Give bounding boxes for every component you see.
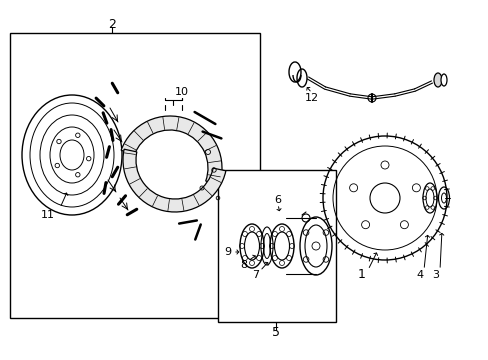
Wedge shape xyxy=(123,149,225,212)
Text: 7: 7 xyxy=(252,270,259,280)
Ellipse shape xyxy=(440,74,446,86)
Ellipse shape xyxy=(433,73,441,87)
Text: 1: 1 xyxy=(357,269,365,282)
Bar xyxy=(218,170,335,322)
Text: 10: 10 xyxy=(175,87,189,97)
Text: 4: 4 xyxy=(416,270,423,280)
Text: 2: 2 xyxy=(108,18,116,31)
Text: 12: 12 xyxy=(305,93,318,103)
Text: 9: 9 xyxy=(224,247,231,257)
Bar xyxy=(10,33,260,318)
Text: 5: 5 xyxy=(271,325,280,338)
Text: 6: 6 xyxy=(274,195,281,205)
Text: 8: 8 xyxy=(240,260,247,270)
Text: 11: 11 xyxy=(41,210,55,220)
Wedge shape xyxy=(121,116,222,186)
Text: 3: 3 xyxy=(431,270,439,280)
Bar xyxy=(285,218,315,274)
